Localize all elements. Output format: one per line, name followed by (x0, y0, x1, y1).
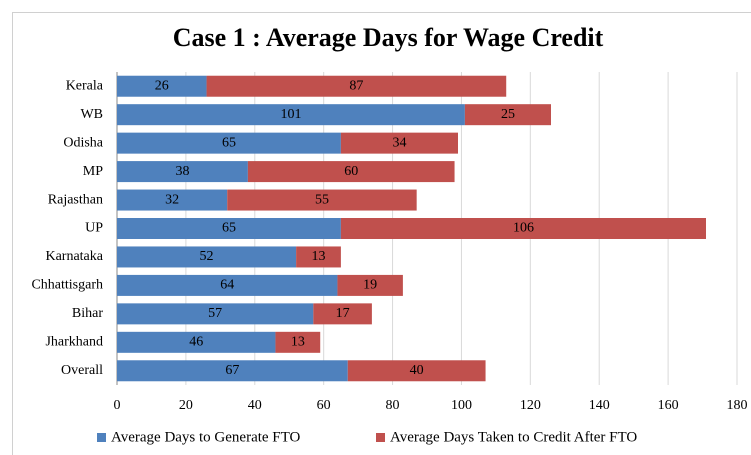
data-label: 52 (200, 249, 214, 264)
legend-swatch (376, 433, 385, 442)
data-label: 38 (175, 164, 189, 179)
bar-segment (296, 246, 341, 268)
bar-segment (206, 75, 507, 97)
data-label: 25 (501, 107, 515, 122)
x-tick-label: 120 (520, 398, 541, 413)
bar-segment (227, 189, 417, 211)
data-label: 101 (280, 107, 301, 122)
data-label: 67 (225, 363, 239, 378)
x-tick-label: 0 (114, 398, 121, 413)
bar-segment (117, 104, 465, 126)
y-tick-label: Karnataka (45, 249, 103, 264)
y-tick-label: Kerala (66, 78, 104, 93)
x-tick-label: 140 (589, 398, 610, 413)
bar-segment (275, 331, 321, 353)
data-label: 57 (208, 306, 222, 321)
data-label: 13 (312, 249, 326, 264)
y-tick-label: Jharkhand (45, 335, 103, 350)
data-label: 55 (315, 192, 329, 207)
y-tick-label: Chhattisgarh (31, 278, 103, 293)
bar-segment (117, 161, 248, 183)
x-tick-label: 180 (727, 398, 748, 413)
data-label: 26 (155, 78, 169, 93)
data-label: 19 (363, 278, 377, 293)
y-tick-label: Odisha (63, 135, 103, 150)
y-tick-label: Bihar (72, 306, 103, 321)
data-label: 64 (220, 278, 234, 293)
bar-segment (117, 274, 338, 296)
bar-segment (337, 274, 403, 296)
x-tick-label: 60 (317, 398, 331, 413)
bar-segment (340, 132, 458, 154)
data-label: 60 (344, 164, 358, 179)
bar-segment (117, 218, 341, 239)
bar-segment (340, 218, 706, 239)
data-label: 13 (291, 335, 305, 350)
legend-label: Average Days to Generate FTO (111, 429, 301, 445)
data-label: 46 (189, 335, 203, 350)
bar-segment (117, 75, 207, 97)
data-label: 32 (165, 192, 179, 207)
bar-segment (117, 189, 228, 211)
bar-segment (117, 132, 341, 154)
bar-segment (247, 161, 455, 183)
bar-segment (464, 104, 551, 126)
chart-title: Case 1 : Average Days for Wage Credit (173, 23, 604, 52)
data-label: 34 (392, 135, 406, 150)
y-tick-label: UP (85, 221, 103, 236)
data-label: 65 (222, 135, 236, 150)
bar-segment (313, 303, 372, 325)
y-tick-label: WB (80, 107, 103, 122)
bar-segment (117, 360, 348, 382)
data-label: 17 (336, 306, 350, 321)
bar-segment (117, 303, 314, 325)
y-tick-label: Rajasthan (48, 192, 103, 207)
x-tick-label: 80 (386, 398, 400, 413)
y-tick-label: MP (83, 164, 103, 179)
bar-segment (347, 360, 486, 382)
bar-segment (117, 331, 276, 353)
x-tick-label: 100 (451, 398, 472, 413)
data-label: 87 (349, 78, 363, 93)
x-tick-label: 20 (179, 398, 193, 413)
data-label: 65 (222, 221, 236, 236)
legend-swatch (97, 433, 106, 442)
data-label: 106 (513, 221, 534, 236)
x-tick-label: 40 (248, 398, 262, 413)
y-tick-label: Overall (61, 363, 103, 378)
data-label: 40 (410, 363, 424, 378)
bar-segment (117, 246, 297, 268)
legend-label: Average Days Taken to Credit After FTO (390, 429, 637, 445)
x-tick-label: 160 (658, 398, 679, 413)
